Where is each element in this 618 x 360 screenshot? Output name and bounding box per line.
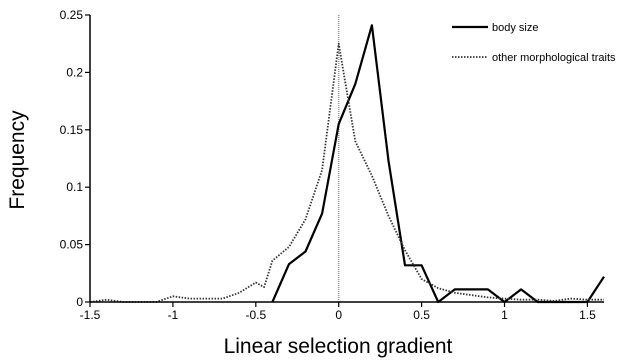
x-tick-label: -1.5 [80, 308, 101, 322]
x-tick-label: -1 [168, 308, 179, 322]
y-tick-label: 0.1 [66, 180, 83, 194]
series-line-other-morphological-traits [89, 42, 604, 303]
x-tick-label: 0.5 [413, 308, 430, 322]
x-axis-title: Linear selection gradient [224, 335, 453, 358]
x-tick-label: 1.5 [579, 308, 596, 322]
x-tick-label: -0.5 [245, 308, 266, 322]
y-tick-label: 0.2 [66, 65, 83, 79]
x-axis: -1.5 -1 -0.5 0 0.5 1 1.5 [80, 301, 604, 322]
series-line-body-size [271, 24, 605, 304]
y-tick-label: 0.05 [60, 238, 84, 252]
y-axis: 0 0.05 0.1 0.15 0.2 0.25 [60, 8, 91, 309]
legend-label-body-size: body size [492, 22, 538, 34]
x-tick-label: 1 [501, 308, 508, 322]
y-tick-label: 0 [76, 295, 83, 309]
y-tick-label: 0.25 [60, 8, 84, 22]
x-tick-label: 0 [335, 308, 342, 322]
legend: body size other morphological traits [452, 22, 616, 64]
y-tick-label: 0.15 [60, 123, 84, 137]
legend-label-other-traits: other morphological traits [492, 52, 616, 64]
y-axis-title: Frequency [6, 110, 29, 210]
series-group [89, 24, 605, 304]
